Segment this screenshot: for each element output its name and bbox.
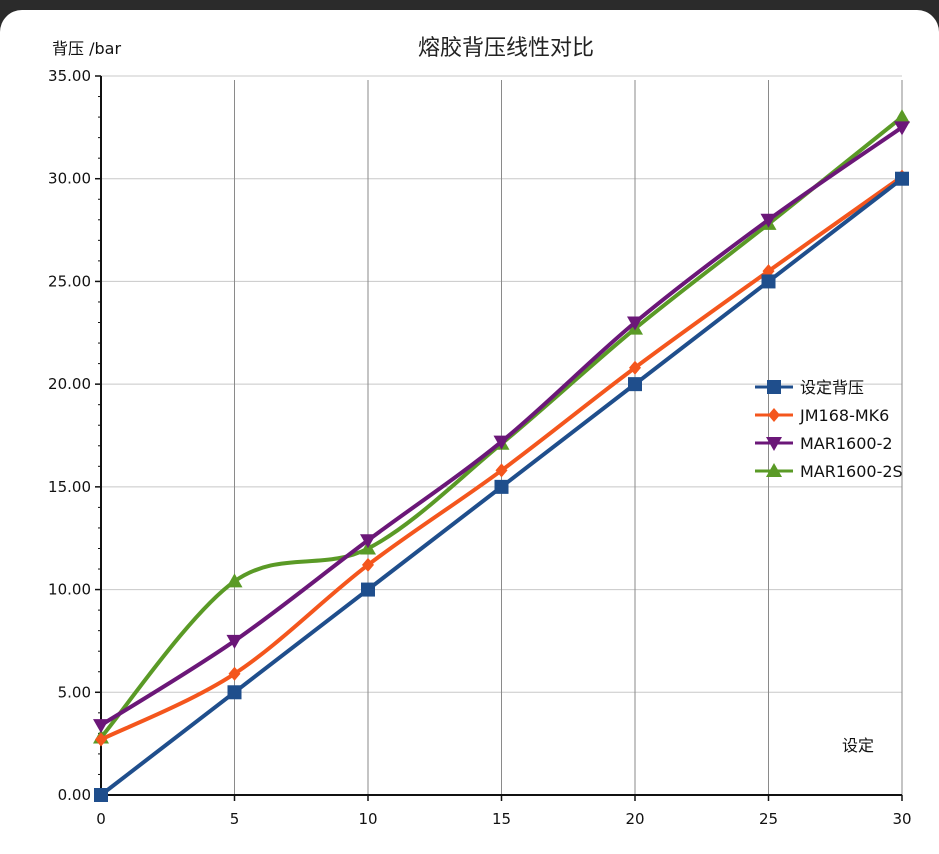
legend-item: MAR1600-2: [755, 434, 893, 453]
y-tick-label: 5.00: [58, 683, 91, 701]
x-tick-label: 20: [625, 810, 644, 828]
data-point: [760, 213, 777, 228]
y-tick-label: 10.00: [48, 581, 91, 599]
data-point: [895, 171, 909, 186]
legend: 设定背压 JM168-MK6 MAR1600-2 MAR1600-2S: [755, 378, 903, 481]
data-point: [226, 573, 243, 588]
data-point: [93, 719, 109, 734]
y-tick-label: 0.00: [58, 786, 91, 804]
data-point: [494, 479, 509, 494]
x-tick-label: 25: [759, 810, 778, 828]
data-point: [627, 316, 643, 331]
y-tick-label: 15.00: [48, 478, 91, 496]
data-point: [94, 788, 108, 802]
data-point: [761, 274, 776, 289]
data-point: [629, 360, 641, 375]
y-tick-label: 25.00: [48, 272, 91, 290]
x-tick-label: 0: [96, 810, 106, 828]
legend-item: JM168-MK6: [755, 406, 889, 425]
data-point: [361, 582, 375, 597]
legend-label: JM168-MK6: [799, 406, 889, 425]
data-point: [228, 666, 241, 681]
legend-label: MAR1600-2S: [800, 462, 903, 481]
data-point: [493, 435, 510, 450]
y-tick-label: 35.00: [48, 67, 91, 85]
axes: 0.00 5.00 10.00 15.00 20.00 25.00 30.00 35.00 0 5…: [48, 67, 912, 828]
legend-marker: [766, 463, 782, 477]
data-point: [495, 463, 508, 478]
series-lines: [93, 109, 910, 802]
legend-label: 设定背压: [800, 378, 864, 397]
data-point: [226, 634, 243, 649]
legend-label: MAR1600-2: [800, 434, 893, 453]
legend-item: 设定背压: [755, 378, 864, 397]
x-tick-label: 5: [230, 810, 240, 828]
series-设定背压: [94, 171, 909, 802]
data-point: [894, 121, 910, 136]
x-tick-label: 30: [892, 810, 911, 828]
data-point: [360, 534, 376, 549]
legend-item: MAR1600-2S: [755, 462, 903, 481]
y-axis-label: 背压 /bar: [52, 39, 121, 58]
x-axis-label: 设定: [842, 736, 874, 755]
legend-marker: [766, 437, 782, 451]
series-MAR1600-2: [93, 121, 910, 734]
chart-title: 熔胶背压线性对比: [418, 36, 594, 61]
y-tick-label: 30.00: [48, 170, 91, 188]
x-tick-label: 15: [492, 810, 511, 828]
data-point: [227, 685, 242, 700]
x-tick-label: 10: [358, 810, 377, 828]
legend-marker: [768, 408, 780, 422]
data-point: [362, 557, 374, 572]
data-point: [894, 109, 910, 124]
grid: [101, 75, 903, 795]
data-point: [95, 732, 107, 747]
y-tick-label: 20.00: [48, 375, 91, 393]
data-point: [628, 377, 642, 392]
legend-marker: [767, 380, 781, 394]
